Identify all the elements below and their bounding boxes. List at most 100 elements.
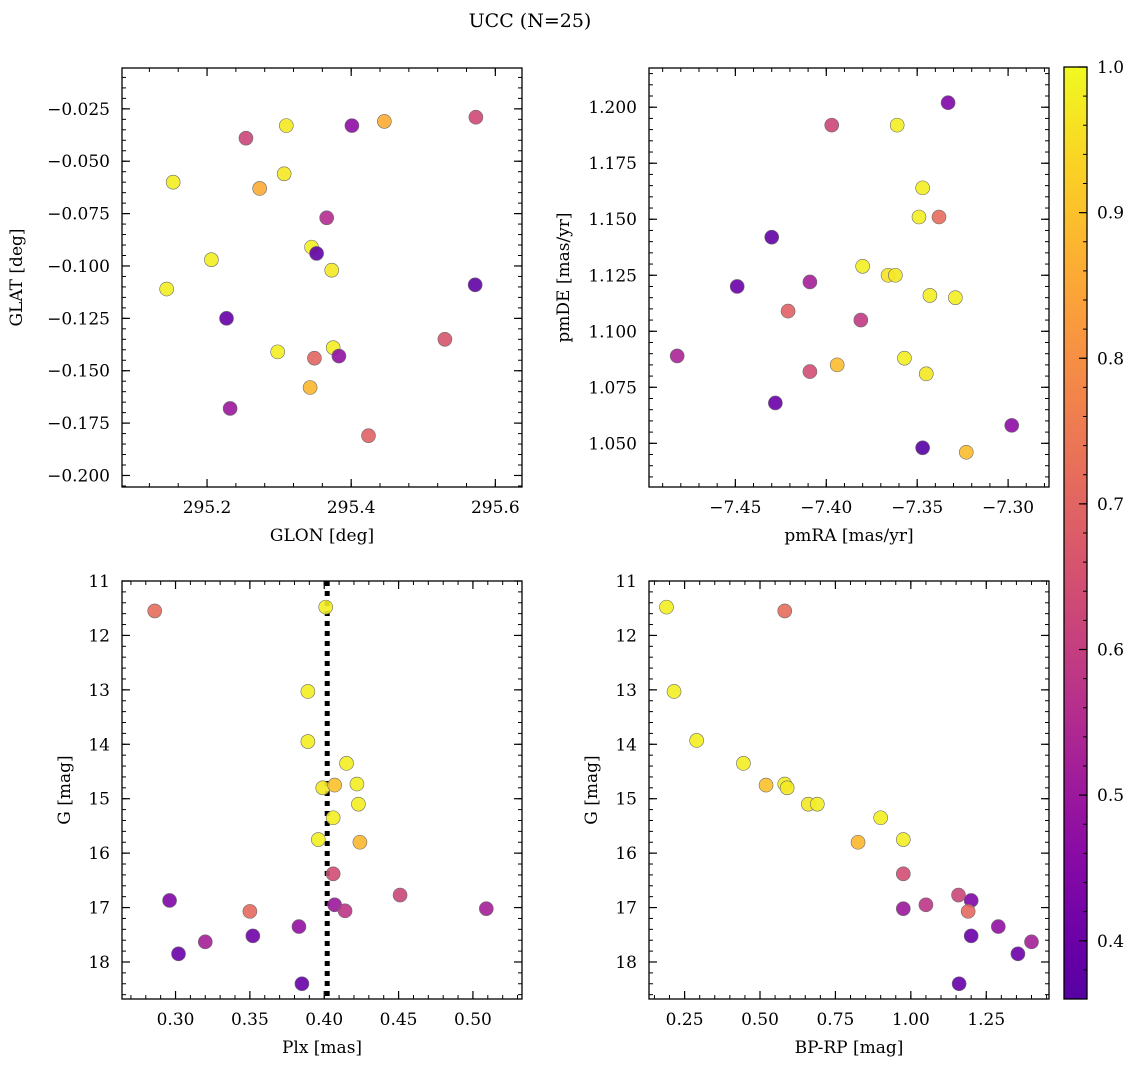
scatter-point xyxy=(895,832,911,847)
colorbar: 0.4 0.5 0.6 0.7 0.8 0.9 1.0 xyxy=(1063,58,1124,1000)
x-tick-label: −7.40 xyxy=(800,498,852,518)
scatter-point xyxy=(777,603,793,619)
x-tick-label: 0.45 xyxy=(380,1010,418,1030)
scatter-point xyxy=(318,599,334,615)
y-tick-label: 11 xyxy=(615,572,637,592)
scatter-point xyxy=(468,109,484,125)
x-tick-label: 0.50 xyxy=(741,1010,779,1030)
x-tick-label: −7.30 xyxy=(982,498,1034,518)
panel-2: −7.45 −7.40 −7.35 −7.30 1.050 1.075 1.100 1.125… xyxy=(554,67,1050,546)
x-tick-label: 295.2 xyxy=(183,498,232,518)
scatter-point xyxy=(245,928,261,944)
y-tick-label: 13 xyxy=(88,681,110,701)
colorbar-tick-label: 0.6 xyxy=(1097,641,1124,661)
x-tick-label: 1.00 xyxy=(892,1010,930,1030)
panel-3: 0.30 0.35 0.40 0.45 0.50 11 12 13 14 15 16 17 18 Plx … xyxy=(55,572,523,1058)
minor-ticks xyxy=(649,68,1049,487)
scatter-point xyxy=(300,734,316,749)
scatter-point xyxy=(991,919,1006,934)
scatter-point xyxy=(915,180,930,196)
scatter-points xyxy=(669,95,1020,460)
scatter-point xyxy=(873,810,888,826)
scatter-point xyxy=(252,181,267,196)
scatter-point xyxy=(960,904,976,919)
scatter-point xyxy=(918,897,934,913)
y-tick-label: 13 xyxy=(615,681,637,701)
y-tick-label: −0.175 xyxy=(47,414,110,434)
scatter-point xyxy=(222,401,238,416)
plot-frame xyxy=(648,67,1050,488)
y-tick-label: 1.050 xyxy=(588,434,637,454)
x-axis-label: BP-RP [mag] xyxy=(795,1038,904,1058)
scatter-point xyxy=(238,130,254,146)
y-tick-label: −0.100 xyxy=(47,257,110,277)
scatter-point xyxy=(307,350,322,366)
scatter-point xyxy=(659,599,674,615)
y-tick-label: 17 xyxy=(88,899,110,919)
scatter-point xyxy=(339,756,354,771)
scatter-point xyxy=(780,303,796,319)
y-tick-label: 1.175 xyxy=(588,154,637,174)
scatter-point xyxy=(171,946,186,962)
scatter-point xyxy=(829,357,845,373)
y-tick-label: 1.125 xyxy=(588,266,637,286)
x-tick-label: 295.4 xyxy=(327,498,376,518)
panel-1: 295.2 295.4 295.6 −0.200 −0.175 −0.150 −0.125 −… xyxy=(7,67,523,546)
scatter-point xyxy=(467,277,483,293)
scatter-point xyxy=(159,281,174,297)
scatter-point xyxy=(270,344,285,360)
scatter-point xyxy=(204,252,219,267)
scatter-point xyxy=(349,776,365,792)
x-tick-label: 0.50 xyxy=(454,1010,492,1030)
plot-frame xyxy=(121,580,523,1000)
plot-frame xyxy=(648,580,1050,1000)
y-tick-label: 16 xyxy=(615,844,637,864)
colorbar-tick-label: 0.8 xyxy=(1097,349,1124,369)
y-tick-label: −0.075 xyxy=(47,205,110,225)
y-tick-label: 16 xyxy=(88,844,110,864)
y-tick-label: 1.150 xyxy=(588,210,637,230)
scatter-point xyxy=(325,866,341,882)
scatter-point xyxy=(940,95,956,111)
scatter-point xyxy=(951,887,966,903)
scatter-point xyxy=(197,934,213,950)
x-tick-label: −7.45 xyxy=(709,498,761,518)
scatter-point xyxy=(802,274,818,290)
scatter-point xyxy=(824,117,840,133)
y-tick-label: 15 xyxy=(88,790,110,810)
scatter-point xyxy=(736,756,751,771)
x-tick-label: 0.25 xyxy=(666,1010,704,1030)
x-tick-label: 0.75 xyxy=(816,1010,854,1030)
scatter-point xyxy=(291,919,307,934)
scatter-point xyxy=(810,796,825,812)
y-axis-label: G [mag] xyxy=(582,755,602,824)
scatter-point xyxy=(344,118,360,133)
scatter-point xyxy=(853,312,869,328)
y-axis-label: GLAT [deg] xyxy=(7,228,27,326)
y-tick-label: 11 xyxy=(88,572,110,592)
scatter-points xyxy=(159,109,484,443)
scatter-point xyxy=(897,350,912,366)
x-tick-label: 295.6 xyxy=(471,498,520,518)
scatter-point xyxy=(147,603,163,619)
scatter-point xyxy=(302,380,318,395)
scatter-point xyxy=(219,311,234,326)
scatter-point xyxy=(931,209,947,225)
y-tick-label: −0.125 xyxy=(47,309,110,329)
scatter-point xyxy=(963,928,979,944)
y-tick-label: −0.150 xyxy=(47,362,110,382)
scatter-point xyxy=(669,348,685,364)
scatter-point xyxy=(1004,418,1020,433)
scatter-point xyxy=(331,348,347,364)
panels: 295.2 295.4 295.6 −0.200 −0.175 −0.150 −0.125 −… xyxy=(7,67,1050,1058)
y-tick-label: −0.050 xyxy=(47,152,110,172)
x-tick-label: 0.30 xyxy=(157,1010,195,1030)
x-tick-label: 0.35 xyxy=(231,1010,269,1030)
scatter-points xyxy=(147,581,494,999)
minor-ticks xyxy=(649,580,1049,999)
scatter-point xyxy=(351,796,366,812)
scatter-point xyxy=(689,733,704,748)
scatter-point xyxy=(309,246,324,261)
scatter-point xyxy=(310,832,326,847)
scatter-point xyxy=(802,364,818,379)
